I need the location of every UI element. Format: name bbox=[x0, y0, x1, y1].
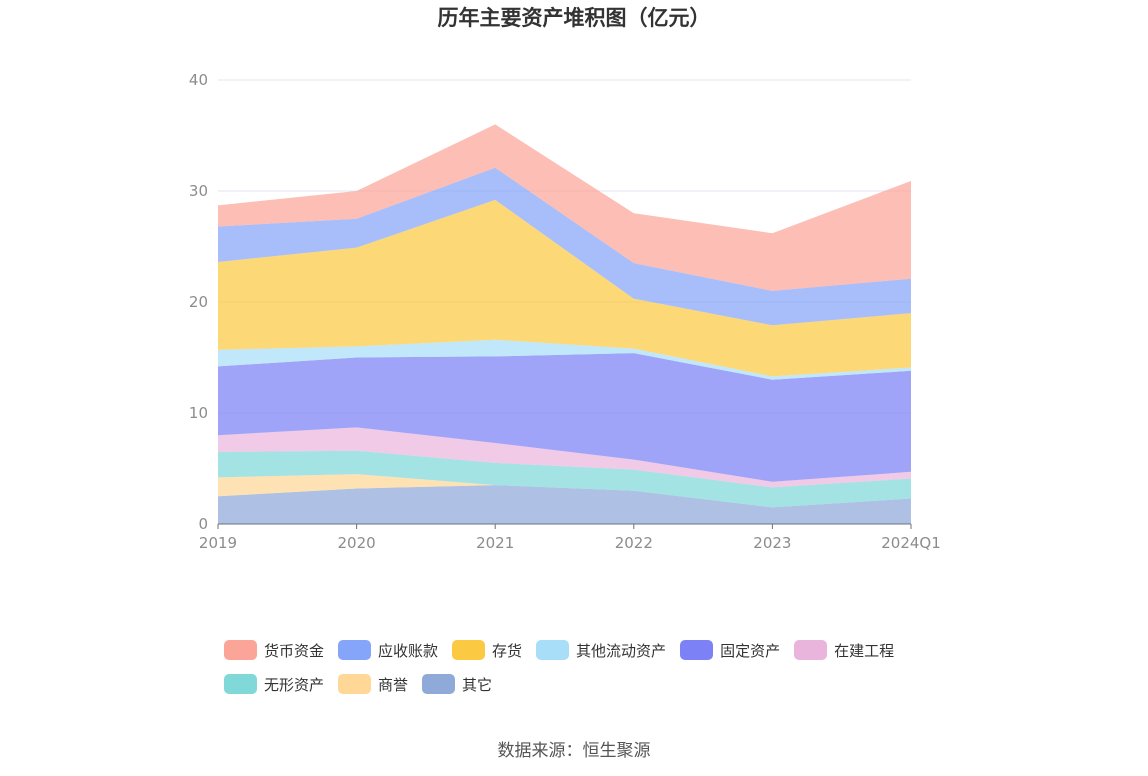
legend-label: 商誉 bbox=[378, 675, 409, 694]
y-tick-label: 10 bbox=[189, 404, 208, 422]
legend-swatch bbox=[224, 640, 257, 660]
x-tick-label: 2021 bbox=[476, 534, 514, 552]
area-series-商誉[interactable] bbox=[218, 474, 911, 508]
area-series-其它[interactable] bbox=[218, 485, 911, 524]
area-series-应收账款[interactable] bbox=[218, 167, 911, 326]
legend-item-固定资产[interactable]: 固定资产 bbox=[680, 639, 780, 661]
legend-item-商誉[interactable]: 商誉 bbox=[338, 673, 408, 695]
legend-item-无形资产[interactable]: 无形资产 bbox=[224, 673, 324, 695]
legend-swatch bbox=[224, 674, 257, 694]
x-tick-label: 2019 bbox=[199, 534, 237, 552]
chart-area: 0 10 20 30 40 2019 2020 2021 2022 2023 2024Q1 bbox=[189, 71, 941, 552]
legend-item-其他流动资产[interactable]: 其他流动资产 bbox=[536, 639, 666, 661]
area-series-固定资产[interactable] bbox=[218, 353, 911, 482]
y-tick-label: 0 bbox=[198, 515, 208, 533]
y-tick-label: 20 bbox=[189, 293, 208, 311]
legend-label: 固定资产 bbox=[720, 641, 781, 660]
legend-item-其它[interactable]: 其它 bbox=[422, 673, 492, 695]
legend-label: 在建工程 bbox=[834, 641, 895, 660]
legend-swatch bbox=[338, 674, 372, 694]
x-tick-label: 2024Q1 bbox=[881, 534, 941, 552]
area-series-其他流动资产[interactable] bbox=[218, 339, 911, 380]
axes: 0 10 20 30 40 2019 2020 2021 2022 2023 2024Q1 bbox=[189, 71, 941, 552]
data-source: 数据来源：恒生聚源 bbox=[497, 741, 651, 761]
y-tick-label: 30 bbox=[189, 182, 208, 200]
legend-swatch bbox=[422, 674, 456, 694]
x-tick-label: 2022 bbox=[615, 534, 653, 552]
legend-item-在建工程[interactable]: 在建工程 bbox=[794, 639, 894, 661]
x-tick-label: 2020 bbox=[338, 534, 376, 552]
legend: 货币资金 应收账款 存货 其他流动资产 固定资产 在建工程无形资产 商誉 其它 bbox=[224, 639, 984, 695]
area-series-无形资产[interactable] bbox=[218, 450, 911, 508]
legend-label: 无形资产 bbox=[264, 675, 325, 694]
y-tick-label: 40 bbox=[189, 71, 208, 89]
legend-swatch bbox=[536, 640, 570, 660]
area-series-存货[interactable] bbox=[218, 199, 911, 377]
x-tick-label: 2023 bbox=[753, 534, 791, 552]
legend-swatch bbox=[452, 640, 486, 660]
legend-label: 存货 bbox=[492, 641, 523, 660]
legend-swatch bbox=[338, 640, 372, 660]
stacked-areas bbox=[218, 124, 911, 524]
area-series-货币资金[interactable] bbox=[218, 124, 911, 291]
legend-label: 其它 bbox=[462, 675, 493, 694]
legend-label: 货币资金 bbox=[264, 641, 325, 660]
legend-item-存货[interactable]: 存货 bbox=[452, 639, 522, 661]
legend-item-货币资金[interactable]: 货币资金 bbox=[224, 639, 324, 661]
legend-item-应收账款[interactable]: 应收账款 bbox=[338, 639, 438, 661]
legend-label: 其他流动资产 bbox=[576, 641, 667, 660]
chart-title: 历年主要资产堆积图（亿元） bbox=[437, 6, 711, 30]
legend-label: 应收账款 bbox=[378, 641, 439, 660]
area-series-在建工程[interactable] bbox=[218, 427, 911, 488]
legend-swatch bbox=[680, 640, 714, 660]
legend-swatch bbox=[794, 640, 828, 660]
